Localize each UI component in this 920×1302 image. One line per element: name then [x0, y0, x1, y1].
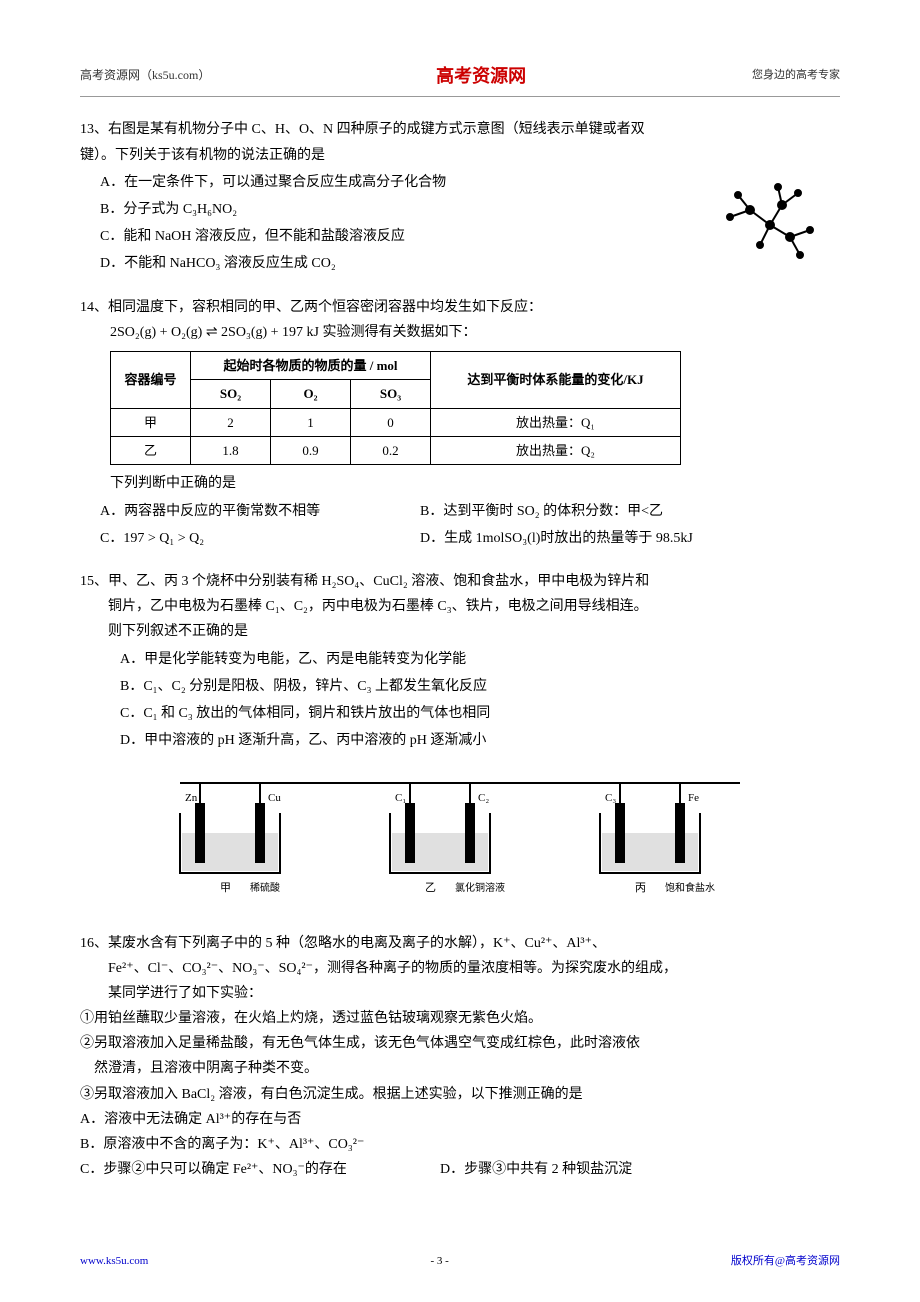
question-16: 16、某废水含有下列离子中的 5 种（忽略水的电离及离子的水解），K⁺、Cu²⁺… [80, 931, 840, 1183]
q14-stem: 14、相同温度下，容积相同的甲、乙两个恒容密闭容器中均发生如下反应： [80, 295, 840, 320]
page-number: - 3 - [430, 1252, 448, 1272]
label-yi: 乙 [425, 881, 436, 894]
footer-copyright: 版权所有@高考资源网 [731, 1252, 840, 1272]
table-header-container: 容器编号 [111, 351, 191, 408]
q14-option-d: D．生成 1molSO₃(l)时放出的热量等于 98.5kJ [420, 526, 693, 551]
table-cell: 放出热量：Q₂ [431, 437, 681, 465]
q16-stem-line1: 16、某废水含有下列离子中的 5 种（忽略水的电离及离子的水解），K⁺、Cu²⁺… [80, 931, 840, 956]
q16-step1: ①用铂丝蘸取少量溶液，在火焰上灼烧，透过蓝色钴玻璃观察无紫色火焰。 [80, 1006, 840, 1031]
q14-option-c: C．197 > Q₁ > Q₂ [100, 526, 420, 551]
header-site-title: 高考资源网 [436, 60, 526, 92]
q14-equation: 2SO₂(g) + O₂(g) ⇌ 2SO₃(g) + 197 kJ 实验测得有… [80, 320, 840, 345]
table-subheader-so3: SO₃ [351, 380, 431, 408]
q14-data-table: 容器编号 起始时各物质的物质的量 / mol 达到平衡时体系能量的变化/KJ S… [110, 351, 681, 466]
table-cell: 甲 [111, 408, 191, 436]
q16-step3: ③另取溶液加入 BaCl₂ 溶液，有白色沉淀生成。根据上述实验，以下推测正确的是 [80, 1082, 840, 1107]
table-cell: 1.8 [191, 437, 271, 465]
table-row: 乙 1.8 0.9 0.2 放出热量：Q₂ [111, 437, 681, 465]
table-cell: 2 [191, 408, 271, 436]
page-header: 高考资源网（ks5u.com） 高考资源网 您身边的高考专家 [80, 60, 840, 97]
q15-option-d: D．甲中溶液的 pH 逐渐升高，乙、丙中溶液的 pH 逐渐减小 [80, 728, 840, 753]
table-subheader-so2: SO₂ [191, 380, 271, 408]
q15-stem-line1: 15、甲、乙、丙 3 个烧杯中分别装有稀 H₂SO₄、CuCl₂ 溶液、饱和食盐… [80, 569, 840, 594]
q13-stem-line1: 13、右图是某有机物分子中 C、H、O、N 四种原子的成键方式示意图（短线表示单… [80, 117, 840, 142]
q14-option-a: A．两容器中反应的平衡常数不相等 [100, 499, 420, 524]
q16-step2a: ②另取溶液加入足量稀盐酸，有无色气体生成，该无色气体遇空气变成红棕色，此时溶液依 [80, 1031, 840, 1056]
label-fe: Fe [688, 792, 699, 804]
label-c1: C₁ [395, 792, 406, 804]
q13-stem-line2: 键）。下列关于该有机物的说法正确的是 [80, 143, 840, 168]
q16-option-d: D．步骤③中共有 2 种钡盐沉淀 [440, 1157, 632, 1182]
table-cell: 乙 [111, 437, 191, 465]
q14-option-b: B．达到平衡时 SO₂ 的体积分数：甲<乙 [420, 499, 663, 524]
q15-option-c: C．C₁ 和 C₃ 放出的气体相同，铜片和铁片放出的气体也相同 [80, 701, 840, 726]
table-header-energy: 达到平衡时体系能量的变化/KJ [431, 351, 681, 408]
q16-stem-line3: 某同学进行了如下实验： [80, 981, 840, 1006]
q16-step2b: 然澄清，且溶液中阴离子种类不变。 [80, 1056, 840, 1081]
table-header-initial-mol: 起始时各物质的物质的量 / mol [191, 351, 431, 379]
q16-option-c: C．步骤②中只可以确定 Fe²⁺、NO₃⁻的存在 [80, 1157, 440, 1182]
label-sol3: 饱和食盐水 [665, 881, 715, 894]
page-footer: www.ks5u.com - 3 - 版权所有@高考资源网 [80, 1252, 840, 1272]
header-right-tagline: 您身边的高考专家 [752, 66, 840, 86]
label-bing: 丙 [635, 882, 646, 894]
question-15: 15、甲、乙、丙 3 个烧杯中分别装有稀 H₂SO₄、CuCl₂ 溶液、饱和食盐… [80, 569, 840, 913]
table-cell: 1 [271, 408, 351, 436]
q15-option-b: B．C₁、C₂ 分别是阳极、阴极，锌片、C₃ 上都发生氧化反应 [80, 674, 840, 699]
q16-stem-line2: Fe²⁺、Cl⁻、CO₃²⁻、NO₃⁻、SO₄²⁻，测得各种离子的物质的量浓度相… [80, 956, 840, 981]
question-13: 13、右图是某有机物分子中 C、H、O、N 四种原子的成键方式示意图（短线表示单… [80, 117, 840, 276]
label-sol2: 氯化铜溶液 [455, 881, 505, 894]
q15-stem-line2: 铜片，乙中电极为石墨棒 C₁、C₂，丙中电极为石墨棒 C₃、铁片，电极之间用导线… [80, 594, 840, 619]
label-jia: 甲 [220, 882, 231, 894]
q14-sub-prompt: 下列判断中正确的是 [80, 471, 840, 496]
electrochemistry-diagram: Zn Cu 甲 稀硫酸 C₁ C₂ 乙 [80, 763, 840, 912]
table-cell: 放出热量：Q₁ [431, 408, 681, 436]
footer-url: www.ks5u.com [80, 1252, 148, 1272]
q16-option-a: A．溶液中无法确定 Al³⁺的存在与否 [80, 1107, 840, 1132]
q15-option-a: A．甲是化学能转变为电能，乙、丙是电能转变为化学能 [80, 647, 840, 672]
question-14: 14、相同温度下，容积相同的甲、乙两个恒容密闭容器中均发生如下反应： 2SO₂(… [80, 295, 840, 552]
label-cu: Cu [268, 792, 281, 804]
table-cell: 0.2 [351, 437, 431, 465]
table-row: 甲 2 1 0 放出热量：Q₁ [111, 408, 681, 436]
label-c2: C₂ [478, 792, 489, 804]
label-zn: Zn [185, 792, 198, 804]
table-subheader-o2: O₂ [271, 380, 351, 408]
q16-option-b: B．原溶液中不含的离子为：K⁺、Al³⁺、CO₃²⁻ [80, 1132, 840, 1157]
table-cell: 0 [351, 408, 431, 436]
document-body: 13、右图是某有机物分子中 C、H、O、N 四种原子的成键方式示意图（短线表示单… [80, 117, 840, 1182]
table-cell: 0.9 [271, 437, 351, 465]
q15-stem-line3: 则下列叙述不正确的是 [80, 619, 840, 644]
label-sol1: 稀硫酸 [250, 881, 280, 894]
header-left-text: 高考资源网（ks5u.com） [80, 65, 210, 87]
label-c3: C₃ [605, 792, 616, 804]
molecule-structure-diagram [720, 175, 820, 265]
